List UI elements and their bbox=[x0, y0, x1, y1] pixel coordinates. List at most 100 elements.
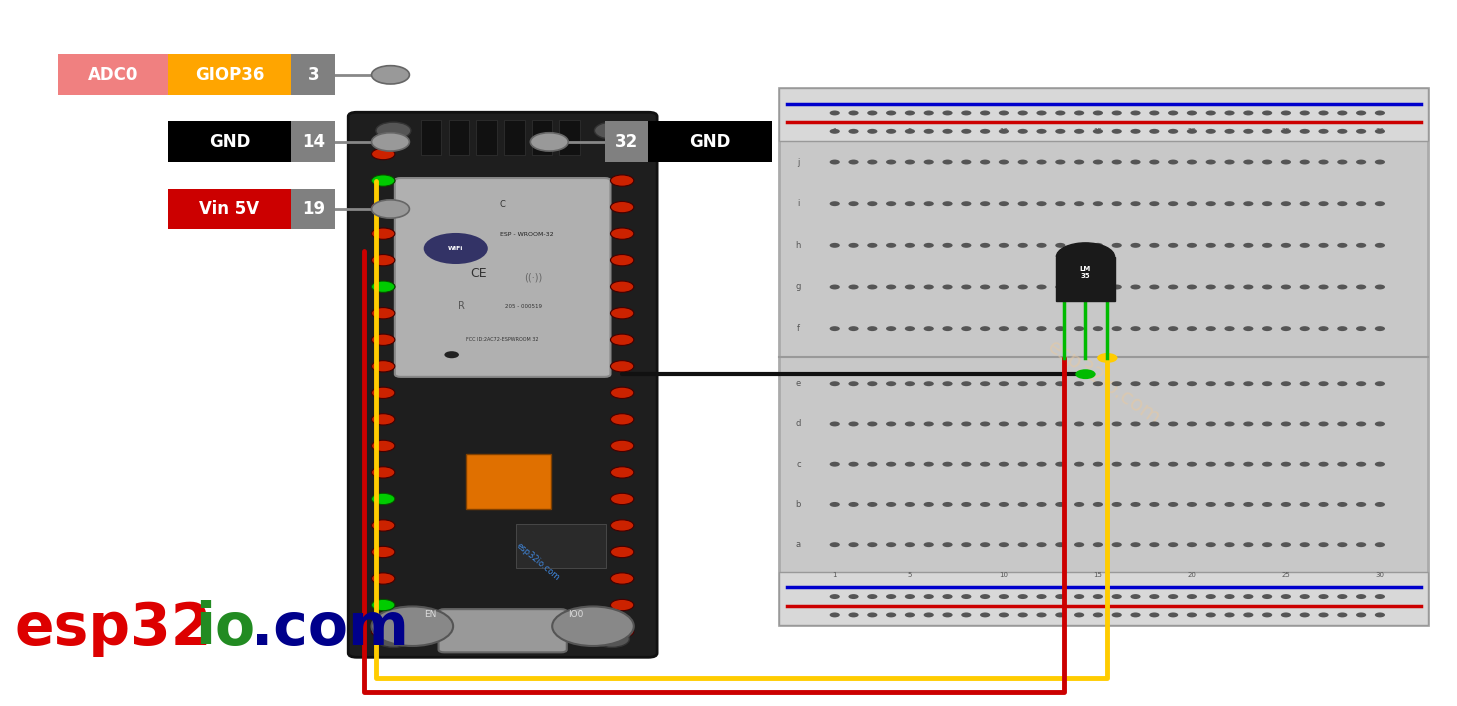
Circle shape bbox=[1093, 594, 1103, 599]
Circle shape bbox=[1356, 243, 1367, 248]
Circle shape bbox=[1205, 381, 1215, 386]
Circle shape bbox=[372, 148, 395, 160]
Text: e: e bbox=[796, 379, 801, 388]
Circle shape bbox=[1169, 594, 1179, 599]
Circle shape bbox=[1300, 128, 1310, 133]
Circle shape bbox=[1319, 381, 1329, 386]
Circle shape bbox=[1300, 110, 1310, 115]
Text: esp32io.com: esp32io.com bbox=[514, 542, 561, 582]
Circle shape bbox=[1205, 421, 1215, 426]
Circle shape bbox=[1131, 243, 1141, 248]
Circle shape bbox=[610, 201, 634, 213]
Text: 32: 32 bbox=[615, 133, 638, 151]
Circle shape bbox=[924, 381, 934, 386]
Circle shape bbox=[1131, 110, 1141, 115]
Circle shape bbox=[1093, 542, 1103, 547]
Circle shape bbox=[962, 128, 972, 133]
Circle shape bbox=[1319, 542, 1329, 547]
Circle shape bbox=[943, 421, 953, 426]
Circle shape bbox=[829, 128, 839, 133]
Circle shape bbox=[1205, 243, 1215, 248]
Circle shape bbox=[905, 421, 915, 426]
Circle shape bbox=[1017, 462, 1027, 467]
FancyBboxPatch shape bbox=[779, 572, 1428, 625]
Circle shape bbox=[981, 542, 991, 547]
FancyBboxPatch shape bbox=[559, 120, 580, 155]
Circle shape bbox=[372, 599, 395, 611]
FancyBboxPatch shape bbox=[779, 88, 1428, 625]
Circle shape bbox=[905, 128, 915, 133]
Text: 19: 19 bbox=[302, 200, 325, 218]
Circle shape bbox=[1319, 110, 1329, 115]
Circle shape bbox=[1150, 612, 1160, 617]
Circle shape bbox=[1243, 285, 1253, 289]
Circle shape bbox=[1187, 612, 1198, 617]
Circle shape bbox=[1187, 160, 1198, 164]
Circle shape bbox=[1074, 381, 1084, 386]
Circle shape bbox=[1131, 421, 1141, 426]
Circle shape bbox=[372, 175, 395, 186]
Circle shape bbox=[1017, 421, 1027, 426]
Circle shape bbox=[981, 128, 991, 133]
Circle shape bbox=[1150, 502, 1160, 507]
Circle shape bbox=[1036, 612, 1046, 617]
Circle shape bbox=[1055, 612, 1065, 617]
Circle shape bbox=[1205, 128, 1215, 133]
Circle shape bbox=[1036, 201, 1046, 206]
Circle shape bbox=[1131, 201, 1141, 206]
Circle shape bbox=[1074, 160, 1084, 164]
Circle shape bbox=[867, 462, 877, 467]
Text: ADC0: ADC0 bbox=[87, 66, 138, 84]
Circle shape bbox=[372, 361, 395, 372]
Circle shape bbox=[848, 502, 858, 507]
Circle shape bbox=[886, 243, 896, 248]
Circle shape bbox=[372, 467, 395, 478]
Circle shape bbox=[1356, 128, 1367, 133]
Circle shape bbox=[1112, 110, 1122, 115]
FancyBboxPatch shape bbox=[476, 120, 497, 155]
Circle shape bbox=[886, 542, 896, 547]
Circle shape bbox=[1074, 462, 1084, 467]
Circle shape bbox=[372, 334, 395, 345]
Circle shape bbox=[1169, 110, 1179, 115]
Circle shape bbox=[867, 421, 877, 426]
Circle shape bbox=[1000, 502, 1010, 507]
Circle shape bbox=[1000, 110, 1010, 115]
Circle shape bbox=[1074, 542, 1084, 547]
Circle shape bbox=[867, 285, 877, 289]
Circle shape bbox=[981, 285, 991, 289]
Circle shape bbox=[1300, 594, 1310, 599]
Circle shape bbox=[1000, 542, 1010, 547]
Text: FCC ID:2AC72-ESPWROOM 32: FCC ID:2AC72-ESPWROOM 32 bbox=[466, 337, 539, 342]
Circle shape bbox=[1187, 594, 1198, 599]
Circle shape bbox=[594, 122, 629, 139]
Circle shape bbox=[372, 133, 409, 151]
Circle shape bbox=[1093, 381, 1103, 386]
Text: WiFi: WiFi bbox=[449, 246, 463, 251]
Circle shape bbox=[1000, 285, 1010, 289]
Circle shape bbox=[1017, 201, 1027, 206]
Circle shape bbox=[1356, 421, 1367, 426]
Circle shape bbox=[1300, 326, 1310, 331]
Circle shape bbox=[1131, 381, 1141, 386]
Text: 20: 20 bbox=[1187, 128, 1196, 133]
Circle shape bbox=[1093, 110, 1103, 115]
Circle shape bbox=[1224, 542, 1234, 547]
FancyBboxPatch shape bbox=[504, 120, 525, 155]
Circle shape bbox=[1055, 502, 1065, 507]
Circle shape bbox=[1375, 421, 1386, 426]
Circle shape bbox=[962, 285, 972, 289]
Circle shape bbox=[962, 243, 972, 248]
Text: 25: 25 bbox=[1282, 128, 1291, 133]
Circle shape bbox=[1017, 502, 1027, 507]
Circle shape bbox=[924, 326, 934, 331]
Circle shape bbox=[1000, 160, 1010, 164]
Circle shape bbox=[1224, 462, 1234, 467]
Circle shape bbox=[1205, 160, 1215, 164]
Circle shape bbox=[1356, 326, 1367, 331]
Circle shape bbox=[848, 128, 858, 133]
Circle shape bbox=[981, 201, 991, 206]
Circle shape bbox=[1281, 285, 1291, 289]
Circle shape bbox=[1300, 502, 1310, 507]
Circle shape bbox=[1205, 462, 1215, 467]
